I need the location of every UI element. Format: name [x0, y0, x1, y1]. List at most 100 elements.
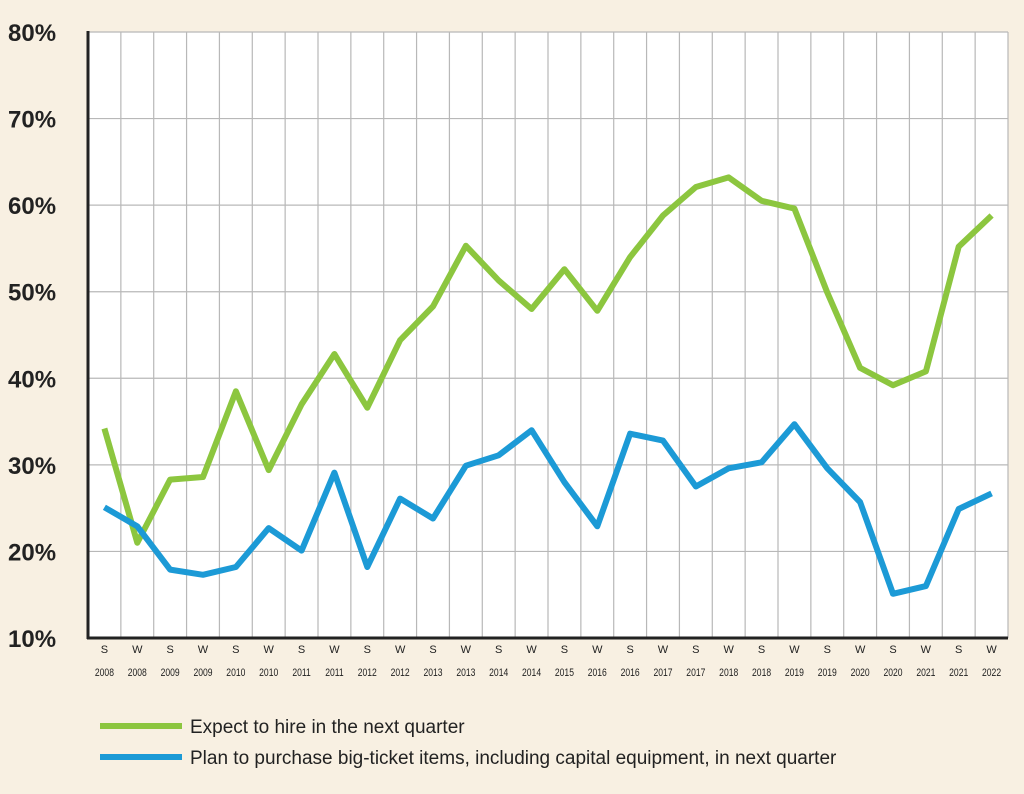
x-tick-season: S [364, 644, 371, 656]
legend-item: Expect to hire in the next quarter [100, 717, 465, 738]
x-tick-season: W [395, 644, 406, 656]
x-tick-label: W 2021 [916, 644, 935, 679]
x-tick-label: W 2012 [391, 644, 410, 679]
x-tick-year: 2018 [719, 667, 739, 679]
x-tick-season: W [789, 644, 800, 656]
y-tick-label: 40% [8, 366, 56, 393]
x-tick-year: 2008 [95, 667, 115, 679]
y-tick-label: 60% [8, 193, 56, 220]
x-tick-label: S 2021 [949, 644, 968, 679]
series-line-1 [101, 174, 994, 546]
x-tick-year: 2015 [555, 667, 575, 679]
series-lines [101, 174, 994, 597]
x-tick-year: 2013 [456, 667, 476, 679]
x-tick-year: 2010 [226, 667, 246, 679]
x-tick-year: 2020 [883, 667, 903, 679]
x-tick-year: 2011 [325, 667, 343, 679]
x-tick-label: S 2019 [818, 644, 838, 679]
x-tick-year: 2016 [621, 667, 641, 679]
x-tick-label: W 2013 [456, 644, 476, 679]
x-tick-year: 2012 [391, 667, 410, 679]
x-tick-year: 2018 [752, 667, 772, 679]
x-tick-year: 2022 [982, 667, 1001, 679]
x-tick-label: S 2011 [292, 644, 310, 679]
x-tick-season: S [758, 644, 765, 656]
x-tick-season: W [526, 644, 537, 656]
x-tick-year: 2019 [818, 667, 838, 679]
x-tick-season: S [889, 644, 896, 656]
legend-item: Plan to purchase big-ticket items, inclu… [100, 748, 837, 769]
legend-label: Plan to purchase big-ticket items, inclu… [190, 748, 837, 769]
x-tick-year: 2021 [916, 667, 935, 679]
x-axis-ticks: S 2008 W 2008 S 2009 W 2009 S 2010 W 2010 S 2011 W 2011… [95, 644, 1001, 679]
x-tick-season: W [724, 644, 735, 656]
x-tick-year: 2014 [522, 667, 542, 679]
x-tick-label: S 2008 [95, 644, 115, 679]
x-tick-label: S 2012 [358, 644, 377, 679]
x-tick-label: W 2014 [522, 644, 542, 679]
legend: Expect to hire in the next quarter Plan t… [100, 717, 837, 769]
x-tick-season: W [329, 644, 340, 656]
x-tick-label: W 2016 [588, 644, 608, 679]
x-tick-year: 2020 [851, 667, 871, 679]
x-tick-season: S [298, 644, 305, 656]
y-tick-label: 50% [8, 280, 56, 307]
x-tick-season: W [658, 644, 669, 656]
x-tick-year: 2009 [161, 667, 181, 679]
x-tick-label: W 2020 [851, 644, 871, 679]
x-tick-season: S [626, 644, 633, 656]
x-tick-season: W [921, 644, 932, 656]
x-tick-season: W [986, 644, 997, 656]
legend-label: Expect to hire in the next quarter [190, 717, 465, 738]
x-tick-season: S [232, 644, 239, 656]
x-tick-label: W 2018 [719, 644, 739, 679]
x-tick-year: 2011 [292, 667, 310, 679]
x-tick-label: W 2022 [982, 644, 1001, 679]
y-tick-label: 70% [8, 107, 56, 134]
x-tick-season: W [264, 644, 275, 656]
x-tick-year: 2012 [358, 667, 377, 679]
x-tick-season: S [692, 644, 699, 656]
axes [86, 31, 1008, 640]
x-tick-label: W 2019 [785, 644, 805, 679]
x-tick-year: 2009 [193, 667, 213, 679]
x-tick-season: S [955, 644, 962, 656]
y-tick-label: 20% [8, 539, 56, 566]
x-tick-label: S 2013 [423, 644, 443, 679]
x-tick-year: 2013 [423, 667, 443, 679]
x-tick-season: S [495, 644, 502, 656]
x-tick-label: W 2009 [193, 644, 213, 679]
x-tick-label: S 2016 [621, 644, 641, 679]
x-tick-year: 2021 [949, 667, 968, 679]
y-tick-label: 30% [8, 453, 56, 480]
x-tick-label: S 2018 [752, 644, 772, 679]
x-tick-season: W [461, 644, 472, 656]
x-tick-label: S 2015 [555, 644, 575, 679]
x-tick-season: S [561, 644, 568, 656]
grid [88, 31, 1009, 638]
x-tick-season: W [592, 644, 603, 656]
x-tick-year: 2019 [785, 667, 805, 679]
x-tick-label: S 2014 [489, 644, 509, 679]
y-tick-label: 10% [8, 626, 56, 653]
x-tick-label: S 2010 [226, 644, 246, 679]
x-tick-year: 2010 [259, 667, 279, 679]
x-tick-label: W 2011 [325, 644, 343, 679]
x-tick-season: S [429, 644, 436, 656]
x-tick-year: 2016 [588, 667, 608, 679]
x-tick-label: S 2020 [883, 644, 903, 679]
x-tick-year: 2008 [128, 667, 148, 679]
x-tick-label: W 2008 [128, 644, 148, 679]
x-tick-season: S [101, 644, 108, 656]
x-tick-year: 2014 [489, 667, 509, 679]
x-tick-label: S 2009 [161, 644, 181, 679]
y-axis-ticks: 10% 20% 30% 40% 50% 60% 70% 80% [8, 20, 56, 653]
x-tick-season: W [855, 644, 866, 656]
x-tick-season: S [824, 644, 831, 656]
x-tick-year: 2017 [686, 667, 705, 679]
y-tick-label: 80% [8, 20, 56, 47]
x-tick-label: S 2017 [686, 644, 705, 679]
x-tick-season: W [132, 644, 143, 656]
